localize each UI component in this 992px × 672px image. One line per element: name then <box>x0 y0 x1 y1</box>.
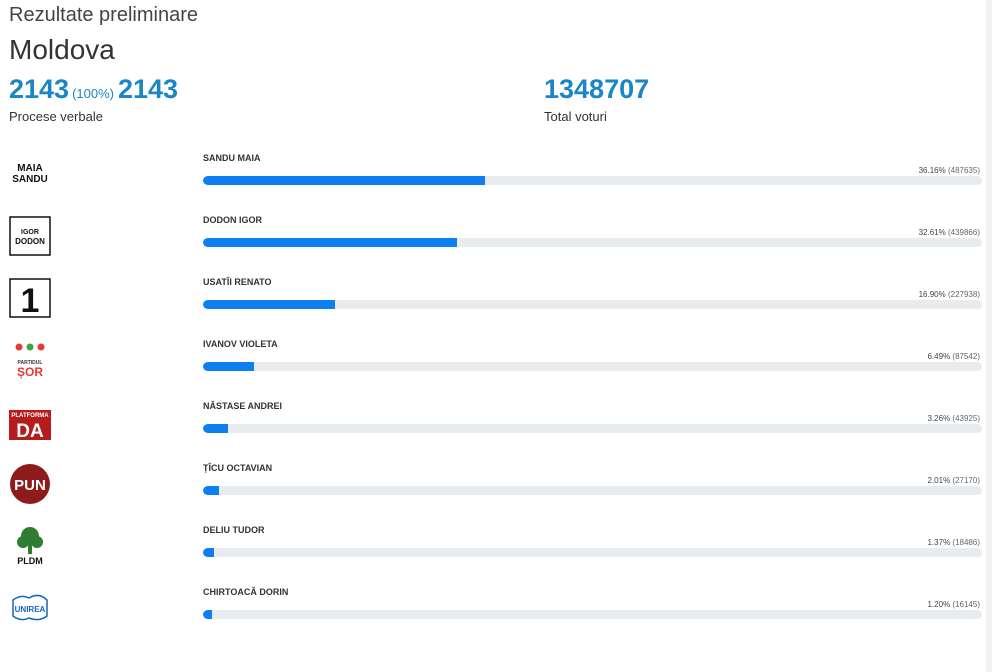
candidate-row: UNIREA CHIRTOACĂ DORIN 1.20% (16145) <box>0 582 992 644</box>
page-title: Rezultate preliminare <box>9 4 198 26</box>
result-bar-track <box>203 548 982 557</box>
candidate-row: PUN ȚÎCU OCTAVIAN 2.01% (27170) <box>0 458 992 520</box>
candidate-name: DODON IGOR <box>203 215 263 225</box>
svg-text:1: 1 <box>21 282 40 318</box>
pldm-logo: PLDM <box>9 524 51 566</box>
candidate-result: 32.61% (439866) <box>918 228 980 237</box>
svg-text:ȘOR: ȘOR <box>17 365 43 379</box>
pun-logo: PUN <box>9 462 51 504</box>
result-bar-fill <box>203 424 229 433</box>
region-title: Moldova <box>9 34 115 65</box>
candidate-result: 6.49% (87542) <box>927 352 981 361</box>
result-bar-track <box>203 362 982 371</box>
total-votes-label: Total voturi <box>544 109 607 124</box>
candidate-result: 3.26% (43925) <box>927 414 981 423</box>
result-bar-track <box>203 176 982 185</box>
total-votes-stat: 1348707 Total voturi <box>544 74 649 124</box>
svg-text:UNIREA: UNIREA <box>15 605 46 614</box>
igor-dodon-logo: IGOR DODON <box>9 214 51 256</box>
protocols-label: Procese verbale <box>9 109 103 124</box>
result-bar-track <box>203 300 982 309</box>
result-bar-fill <box>203 238 458 247</box>
result-bar-fill <box>203 362 254 371</box>
partidul-nostru-logo: 1 <box>9 276 51 320</box>
svg-text:PARTIDUL: PARTIDUL <box>18 360 43 366</box>
total-votes-value: 1348707 <box>544 74 650 104</box>
candidate-result: 1.20% (16145) <box>927 600 981 609</box>
result-bar-track <box>203 610 982 619</box>
svg-text:MAIA: MAIA <box>17 163 43 174</box>
candidate-name: IVANOV VIOLETA <box>203 339 278 349</box>
candidate-name: CHIRTOACĂ DORIN <box>203 587 289 597</box>
result-bar-fill <box>203 610 213 619</box>
result-bar-fill <box>203 176 485 185</box>
svg-text:DA: DA <box>16 421 44 442</box>
protocols-counted: 2143 <box>9 74 70 104</box>
svg-text:PUN: PUN <box>14 477 46 494</box>
candidate-name: NĂSTASE ANDREI <box>203 401 283 411</box>
candidate-name: USATÎI RENATO <box>203 277 272 287</box>
candidate-name: ȚÎCU OCTAVIAN <box>203 463 273 473</box>
candidate-result: 2.01% (27170) <box>927 476 981 485</box>
candidate-row: PLDM DELIU TUDOR 1.37% (18486) <box>0 520 992 582</box>
partidul-sor-logo: PARTIDUL ȘOR <box>9 338 51 380</box>
candidate-row: PARTIDUL ȘOR IVANOV VIOLETA 6.49% (87542… <box>0 334 992 396</box>
maia-sandu-logo: MAIA SANDU <box>9 152 51 194</box>
protocols-stat: 2143 (100%) 2143 Procese verbale <box>9 74 178 124</box>
result-bar-fill <box>203 300 335 309</box>
svg-text:PLATFORMA: PLATFORMA <box>11 413 49 419</box>
candidate-result: 16.90% (227938) <box>918 290 980 299</box>
protocols-total: 2143 <box>118 74 179 104</box>
platforma-da-logo: PLATFORMA DA <box>9 400 51 442</box>
svg-text:IGOR: IGOR <box>21 229 39 236</box>
candidate-name: DELIU TUDOR <box>203 525 265 535</box>
unirea-logo: UNIREA <box>9 586 51 628</box>
candidate-row: PLATFORMA DA NĂSTASE ANDREI 3.26% (43925… <box>0 396 992 458</box>
result-bar-track <box>203 238 982 247</box>
candidate-result: 1.37% (18486) <box>927 538 981 547</box>
candidate-row: MAIA SANDU SANDU MAIA 36.16% (487635) <box>0 148 992 210</box>
candidate-row: 1 USATÎI RENATO 16.90% (227938) <box>0 272 992 334</box>
result-bar-fill <box>203 486 219 495</box>
svg-text:PLDM: PLDM <box>17 556 43 566</box>
candidate-result: 36.16% (487635) <box>918 166 980 175</box>
result-bar-track <box>203 486 982 495</box>
svg-text:SANDU: SANDU <box>12 174 48 185</box>
scrollbar-track[interactable] <box>986 0 992 672</box>
protocols-percent: (100%) <box>72 86 114 101</box>
result-bar-track <box>203 424 982 433</box>
candidate-name: SANDU MAIA <box>203 153 261 163</box>
candidate-row: IGOR DODON DODON IGOR 32.61% (439866) <box>0 210 992 272</box>
svg-text:DODON: DODON <box>15 237 45 246</box>
result-bar-fill <box>203 548 214 557</box>
